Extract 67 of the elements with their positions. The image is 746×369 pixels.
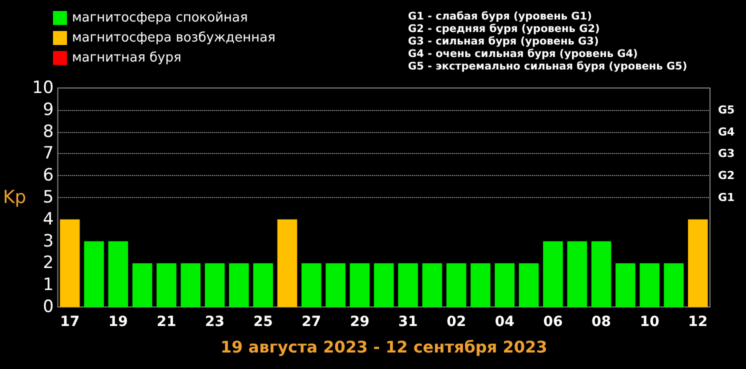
bar xyxy=(132,263,152,307)
y-tick-label: 7 xyxy=(42,144,54,164)
bar xyxy=(591,241,612,307)
x-tick-label: 19 xyxy=(108,314,128,330)
bar xyxy=(108,241,128,307)
bar xyxy=(446,263,466,307)
bar xyxy=(664,263,684,307)
y-tick-label: 10 xyxy=(32,78,54,98)
bar xyxy=(204,263,225,307)
bar xyxy=(398,263,418,307)
x-tick-label: 17 xyxy=(60,314,80,330)
x-tick-label: 27 xyxy=(302,314,322,330)
bar xyxy=(302,263,322,307)
y-tick-label: 5 xyxy=(42,188,54,208)
y-tick-label: 6 xyxy=(42,166,54,186)
bar xyxy=(350,263,370,307)
x-tick-label: 04 xyxy=(494,314,515,330)
bar xyxy=(688,219,708,307)
x-tick-label: 23 xyxy=(205,314,225,330)
bar xyxy=(470,263,490,307)
x-tick-label: 10 xyxy=(640,314,660,330)
legend-label: магнитосфера спокойная xyxy=(72,10,248,26)
bar xyxy=(253,263,273,307)
y-tick-label: 0 xyxy=(42,297,54,317)
text: G3 - сильная буря (уровень G3) xyxy=(408,35,599,48)
bar xyxy=(616,263,636,307)
legend-label: магнитная буря xyxy=(72,50,182,66)
y-tick-label: 8 xyxy=(42,122,54,142)
y-tick-label: 4 xyxy=(42,209,54,230)
y-tick-label: 2 xyxy=(42,253,54,274)
x-axis-title: 19 августа 2023 - 12 сентября 2023 xyxy=(220,338,548,356)
y-tick-label: 1 xyxy=(42,275,54,296)
bar xyxy=(567,241,588,307)
text: G1 - слабая буря (уровень G1) xyxy=(408,10,592,22)
text: G4 - очень сильная буря (уровень G4) xyxy=(408,48,638,60)
y-tick-label: 9 xyxy=(42,100,54,120)
ref-line-label: G3 xyxy=(718,147,735,160)
x-tick-label: 31 xyxy=(398,314,418,330)
x-tick-label: 02 xyxy=(446,314,466,330)
text: G2 - средняя буря (уровень G2) xyxy=(408,22,600,35)
ref-line-label: G5 xyxy=(718,103,735,116)
x-tick-label: 21 xyxy=(156,314,176,330)
bar xyxy=(640,263,660,307)
bar xyxy=(229,263,249,307)
legend-label: магнитосфера возбужденная xyxy=(72,30,276,46)
y-tick-label: 3 xyxy=(42,231,54,252)
bar xyxy=(494,263,515,307)
bar xyxy=(326,263,346,307)
bar xyxy=(84,241,104,307)
ref-line-label: G4 xyxy=(718,125,736,138)
bar xyxy=(277,219,298,307)
y-axis-title: Kp xyxy=(2,187,26,208)
x-tick-label: 12 xyxy=(688,314,708,330)
ref-line-label: G2 xyxy=(718,169,735,182)
bar xyxy=(374,263,394,307)
text: G5 - экстремально сильная буря (уровень G5) xyxy=(408,60,688,72)
x-tick-label: 29 xyxy=(350,314,370,330)
bar xyxy=(422,263,442,307)
bar xyxy=(543,241,563,307)
x-tick-label: 25 xyxy=(253,314,273,330)
bar xyxy=(180,263,201,307)
x-tick-label: 08 xyxy=(592,314,612,330)
bar xyxy=(518,263,539,307)
bar xyxy=(156,263,176,307)
ref-line-label: G1 xyxy=(718,191,735,204)
bar xyxy=(60,219,80,307)
x-tick-label: 06 xyxy=(543,314,563,330)
